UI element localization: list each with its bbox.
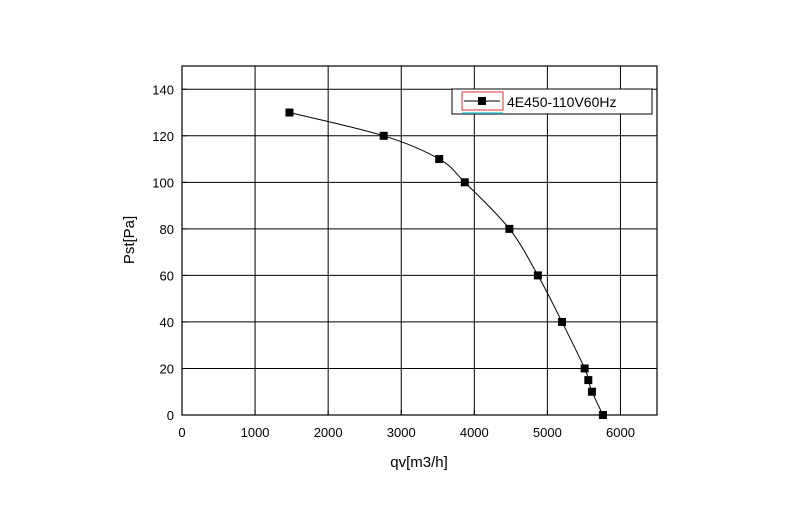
x-tick-label: 6000 <box>606 425 635 440</box>
data-point <box>460 178 469 187</box>
y-tick-label: 0 <box>167 408 174 423</box>
legend-marker <box>478 97 486 105</box>
data-point <box>580 364 589 373</box>
data-point <box>435 155 444 164</box>
data-point <box>558 317 566 326</box>
x-tick-label: 2000 <box>314 425 343 440</box>
series-line <box>289 112 604 416</box>
x-tick-label: 4000 <box>460 425 489 440</box>
data-point <box>598 411 607 419</box>
x-tick-labels: 0 1000 2000 3000 4000 5000 6000 <box>178 425 635 440</box>
data-point <box>533 271 542 280</box>
data-point <box>587 387 596 396</box>
x-tick-label: 0 <box>178 425 185 440</box>
legend: 4E450-110V60Hz <box>451 88 653 115</box>
axis-tick-marks <box>181 88 621 416</box>
x-tick-label: 3000 <box>387 425 416 440</box>
y-tick-label: 60 <box>160 268 174 283</box>
y-axis-title: Pst[Pa] <box>121 216 138 264</box>
x-tick-label: 5000 <box>533 425 562 440</box>
x-axis-title: qv[m3/h] <box>390 454 448 471</box>
y-tick-label: 140 <box>152 82 174 97</box>
y-tick-label: 20 <box>160 361 174 376</box>
data-point <box>505 224 514 233</box>
plot-frame <box>181 65 658 416</box>
data-point <box>584 376 593 385</box>
y-tick-label: 40 <box>160 315 174 330</box>
data-point <box>379 131 388 140</box>
y-tick-label: 120 <box>152 129 174 144</box>
grid-lines <box>182 66 657 415</box>
legend-highlight <box>461 91 504 111</box>
series-group <box>285 108 607 419</box>
y-tick-label: 100 <box>152 175 174 190</box>
legend-label: 4E450-110V60Hz <box>507 94 616 110</box>
x-tick-label: 1000 <box>241 425 270 440</box>
y-tick-label: 80 <box>160 222 174 237</box>
data-point <box>285 108 294 117</box>
y-tick-labels: 0 20 40 60 80 100 120 140 <box>152 82 174 423</box>
